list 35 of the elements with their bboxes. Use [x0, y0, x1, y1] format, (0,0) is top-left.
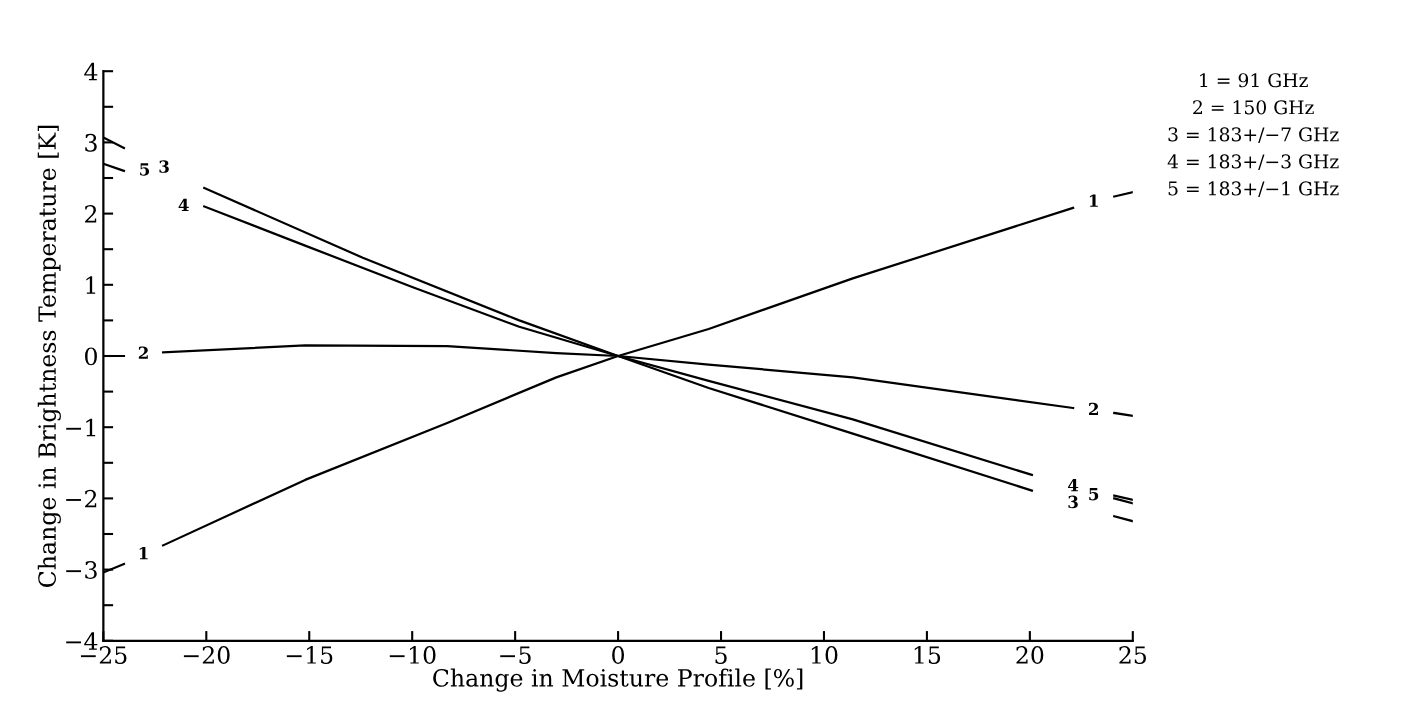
text: 3	[1068, 495, 1078, 509]
x-tick-label: −5	[500, 646, 531, 664]
text: 1	[1089, 194, 1098, 207]
x-tick-label: 20	[1016, 646, 1044, 664]
text: 1 = 91 GHz	[1200, 73, 1308, 88]
text: 3 = 183+/−7 GHz	[1168, 127, 1339, 143]
series-label: 2	[138, 346, 148, 359]
y-tick-label: 4	[84, 62, 98, 81]
x-tick-label: 25	[1119, 646, 1146, 664]
y-tick-label: −2	[66, 489, 97, 508]
y-tick-label: 2	[85, 205, 97, 223]
series-label: 1	[139, 546, 148, 560]
text: 5	[140, 163, 150, 176]
y-tick-label: 1	[86, 276, 96, 294]
text: 2 = 150 GHz	[1193, 100, 1314, 115]
text: 3	[159, 160, 169, 173]
x-tick-label: 15	[914, 646, 941, 664]
y-axis-title: Change in Brightness Temperature [K]	[37, 125, 61, 587]
x-tick-label: −20	[183, 646, 230, 664]
x-tick-label: 0	[612, 646, 625, 664]
text: 2	[1089, 402, 1098, 416]
text: 4 = 183+/−3 GHz	[1167, 154, 1339, 170]
x-tick-label: −15	[286, 646, 333, 664]
x-tick-label: 10	[811, 646, 838, 664]
x-tick-label: −10	[389, 646, 436, 664]
text: 5 = 183+/−1 GHz	[1168, 181, 1339, 198]
y-tick-label: −1	[66, 418, 96, 437]
y-tick-label: 3	[85, 133, 97, 152]
x-axis-title: Change in Moisture Profile [%]	[433, 668, 803, 692]
y-tick-label: −3	[66, 561, 97, 579]
series-label: 5	[1089, 488, 1099, 501]
text: 4	[1067, 478, 1079, 492]
series-label: 4	[178, 198, 189, 212]
y-tick-label: 0	[85, 347, 97, 366]
x-tick-label: 5	[715, 646, 727, 664]
